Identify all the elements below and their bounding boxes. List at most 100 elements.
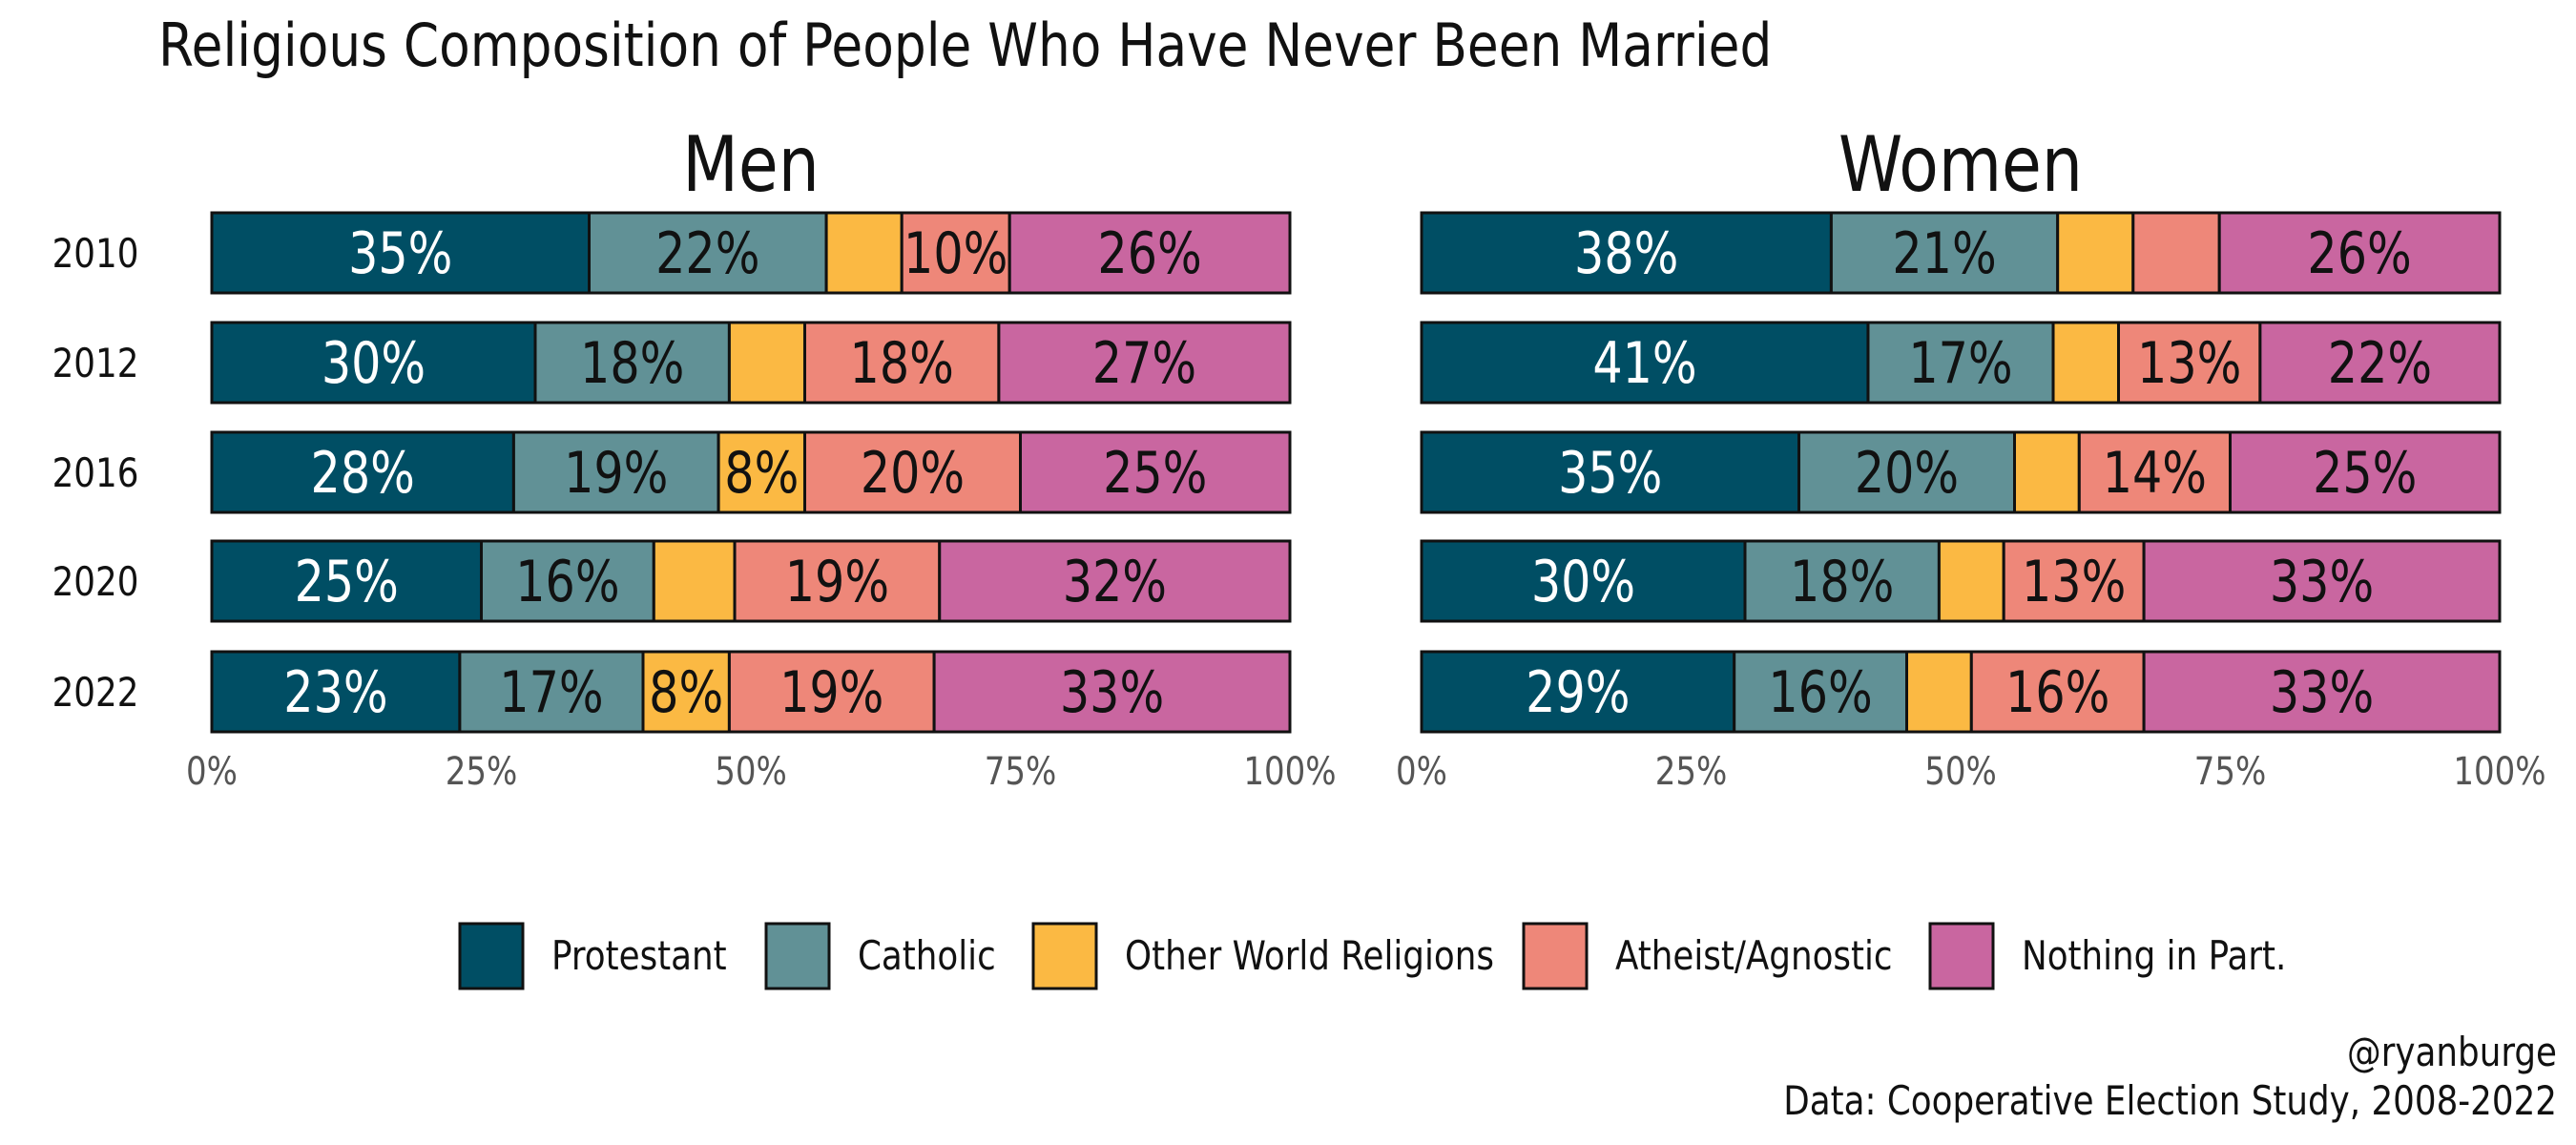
bar-segment: [900, 211, 1011, 295]
chart-panels: Men 35% 22% 10% 26% 2010 30% 18% 18% 27% 2012 28% 19…: [52, 120, 2546, 794]
bar-value-label: 33%: [2270, 548, 2374, 614]
bar-segment: [2217, 211, 2502, 295]
bar-segment: [1420, 650, 1736, 734]
bar-value-label: 27%: [1092, 329, 1196, 396]
bar-segment: [717, 430, 806, 514]
year-label: 2010: [52, 231, 139, 277]
bar-value-label: 18%: [850, 329, 954, 396]
panel-men: Men 35% 22% 10% 26% 2010 30% 18% 18% 27% 2012 28% 19…: [52, 120, 1337, 794]
legend-swatch: [458, 922, 525, 990]
bar-segment: [803, 430, 1022, 514]
bar-value-label: 33%: [1060, 658, 1164, 725]
legend-label: Protestant: [551, 933, 727, 979]
bar-segment: [1905, 650, 1973, 734]
bar-segment: [511, 430, 720, 514]
data-source-credit: Data: Cooperative Election Study, 2008-2…: [1783, 1078, 2557, 1124]
bar-segment: [1733, 650, 1908, 734]
bar-segment: [533, 321, 731, 405]
bar-value-label: 17%: [1908, 329, 2012, 396]
x-tick-label: 0%: [186, 749, 238, 793]
bar-segment: [2051, 321, 2121, 405]
bar-segment: [1420, 321, 1870, 405]
bar-value-label: 21%: [1892, 219, 1996, 286]
bar-segment: [458, 650, 645, 734]
year-label: 2022: [52, 670, 139, 716]
bar-value-label: 10%: [904, 219, 1008, 286]
bar-segment: [210, 321, 537, 405]
bar-segment: [1743, 539, 1941, 623]
bar-value-label: 20%: [861, 439, 965, 506]
bar-segment: [2258, 321, 2502, 405]
bar-segment: [1019, 430, 1292, 514]
bar-value-label: 20%: [1855, 439, 1959, 506]
legend-item: Atheist/Agnostic: [1522, 922, 1893, 990]
bar-value-label: 41%: [1592, 329, 1696, 396]
bar-segment: [652, 539, 737, 623]
bar-segment: [2229, 430, 2502, 514]
x-tick-label: 50%: [715, 749, 787, 793]
bar-value-label: 22%: [2328, 329, 2432, 396]
bar-segment: [2142, 539, 2502, 623]
legend-swatch: [1522, 922, 1589, 990]
bar-value-label: 26%: [2307, 219, 2411, 286]
legend-item: Other World Religions: [1031, 922, 1494, 990]
bar-value-label: 26%: [1097, 219, 1201, 286]
bar-value-label: 35%: [1558, 439, 1662, 506]
bar-value-label: 25%: [295, 548, 399, 614]
bar-value-label: 28%: [311, 439, 415, 506]
legend-label: Other World Religions: [1125, 933, 1494, 979]
bar-value-label: 16%: [515, 548, 619, 614]
bar-value-label: 25%: [2313, 439, 2417, 506]
bar-segment: [588, 211, 828, 295]
legend: Protestant Catholic Other World Religions A…: [458, 922, 2286, 990]
bar-segment: [1797, 430, 2016, 514]
bar-value-label: 18%: [1790, 548, 1894, 614]
bar-segment: [1420, 430, 1800, 514]
bar-segment: [2131, 211, 2221, 295]
bar-value-label: 8%: [724, 439, 799, 506]
bar-segment: [932, 650, 1292, 734]
x-tick-label: 100%: [2453, 749, 2545, 793]
x-tick-label: 25%: [1655, 749, 1728, 793]
bar-segment: [938, 539, 1292, 623]
bar-segment: [1937, 539, 2005, 623]
bar-value-label: 30%: [322, 329, 426, 396]
x-tick-label: 50%: [1924, 749, 1997, 793]
bar-value-label: 30%: [1531, 548, 1635, 614]
bar-value-label: 8%: [649, 658, 723, 725]
bar-value-label: 13%: [2022, 548, 2126, 614]
bar-value-label: 19%: [785, 548, 889, 614]
bar-segment: [210, 650, 462, 734]
legend-swatch: [764, 922, 831, 990]
panel-women: Women 38% 21% 26% 41% 17% 13% 22% 35% 20% 14% 25% 30…: [1396, 120, 2546, 794]
bar-value-label: 33%: [2270, 658, 2374, 725]
x-tick-label: 25%: [446, 749, 518, 793]
x-tick-label: 0%: [1396, 749, 1447, 793]
year-label: 2016: [52, 450, 139, 496]
bar-value-label: 16%: [1768, 658, 1872, 725]
year-label: 2012: [52, 341, 139, 386]
bar-segment: [1829, 211, 2060, 295]
bar-segment: [2056, 211, 2135, 295]
bar-segment: [727, 650, 936, 734]
bar-value-label: 14%: [2103, 439, 2207, 506]
bar-value-label: 38%: [1574, 219, 1678, 286]
chart-title: Religious Composition of People Who Have…: [158, 10, 1773, 80]
author-credit: @ryanburge: [2347, 1030, 2557, 1075]
legend-label: Nothing in Part.: [2022, 933, 2286, 979]
bar-value-label: 22%: [655, 219, 759, 286]
bar-value-label: 23%: [283, 658, 387, 725]
bar-segment: [210, 211, 591, 295]
x-tick-label: 75%: [985, 749, 1057, 793]
bar-segment: [997, 321, 1292, 405]
legend-item: Protestant: [458, 922, 727, 990]
panel-title: Men: [682, 120, 820, 210]
bar-segment: [1420, 211, 1833, 295]
legend-label: Atheist/Agnostic: [1615, 933, 1893, 979]
legend-swatch: [1031, 922, 1098, 990]
bar-segment: [733, 539, 942, 623]
bar-segment: [210, 539, 483, 623]
bar-value-label: 29%: [1526, 658, 1630, 725]
bar-value-label: 32%: [1063, 548, 1167, 614]
